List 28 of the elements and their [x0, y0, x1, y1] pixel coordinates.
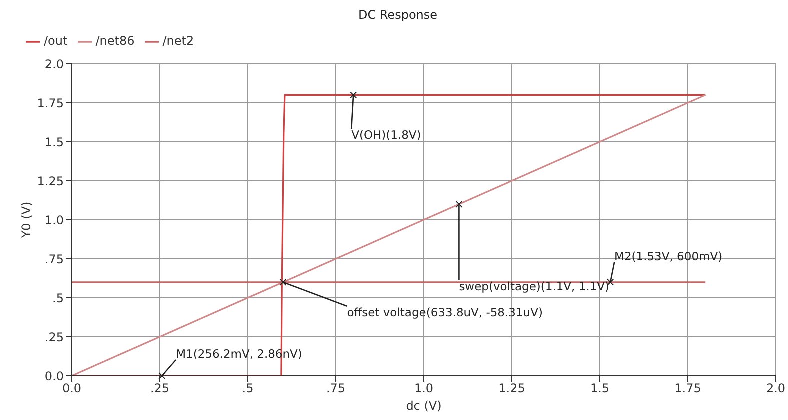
y-tick-label: .25	[44, 330, 64, 344]
annotation: V(OH)(1.8V)	[352, 128, 422, 142]
y-tick-label: 2.0	[44, 57, 64, 72]
annotation: M2(1.53V, 600mV)	[614, 249, 723, 264]
x-tick-label: 1.0	[414, 382, 434, 396]
y-axis-title: Y0 (V)	[19, 202, 34, 240]
y-tick-label: 1.75	[37, 96, 64, 110]
y-tick-label: .75	[44, 252, 64, 266]
x-axis-title: dc (V)	[406, 399, 442, 413]
x-tick-label: 0.0	[62, 382, 82, 396]
y-tick-label: 1.5	[44, 135, 64, 150]
annotation: offset voltage(633.8uV, -58.31uV)	[347, 305, 543, 320]
x-tick-label: 1.75	[674, 382, 702, 396]
legend-label: /net86	[96, 34, 135, 48]
legend-label: /out	[44, 34, 68, 48]
chart-title: DC Response	[357, 8, 439, 24]
x-tick-label: .75	[326, 382, 346, 396]
y-tick-label: 1.0	[44, 213, 64, 228]
x-tick-label: 1.25	[498, 382, 526, 396]
annotation: swep(voltage)(1.1V, 1.1V)	[459, 279, 610, 294]
y-tick-label: .5	[52, 291, 64, 306]
legend-label: /net2	[162, 34, 194, 48]
x-tick-label: 1.5	[590, 382, 610, 396]
y-tick-label: 1.25	[37, 174, 64, 188]
y-tick-label: 0.0	[44, 369, 64, 384]
x-tick-label: 2.0	[766, 382, 786, 396]
x-tick-label: .25	[150, 382, 170, 396]
x-tick-label: .5	[242, 382, 254, 396]
